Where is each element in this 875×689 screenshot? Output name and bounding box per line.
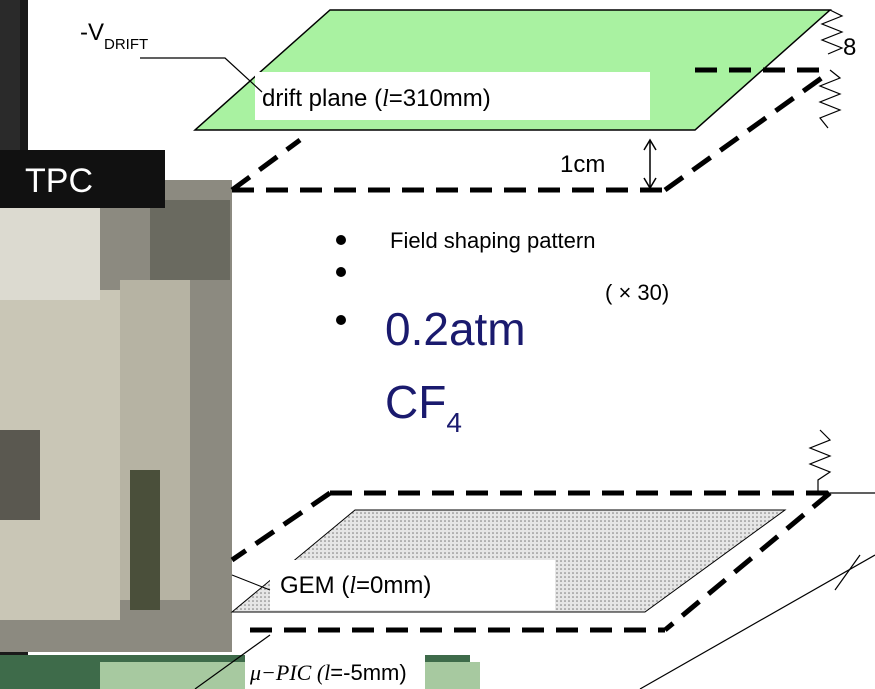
- text: -V: [80, 19, 104, 46]
- text: CF: [385, 376, 446, 428]
- bullet-text: Field shaping pattern: [390, 228, 595, 253]
- resistor-count: 8: [843, 34, 856, 61]
- bullet: [336, 267, 346, 277]
- diagram: TPC drift plane (l=310mm) -VDRIFT 8 1cm …: [0, 0, 875, 689]
- resistor: [810, 430, 830, 493]
- voltage-label: -VDRIFT: [80, 19, 148, 53]
- gap-label: 1cm: [560, 151, 605, 178]
- text: drift plane (: [262, 85, 382, 112]
- text: =-5mm): [330, 660, 406, 685]
- bullet: [336, 315, 346, 325]
- photo: [0, 180, 480, 689]
- text: DRIFT: [104, 36, 148, 53]
- upic-label: μ−PIC (l=-5mm): [249, 660, 407, 685]
- bullet-text: 0.2atm: [385, 303, 526, 355]
- resistor: [820, 70, 840, 128]
- text: μ−PIC (: [249, 660, 326, 685]
- text: 4: [446, 407, 462, 438]
- background: [0, 0, 20, 150]
- gas-label: CF4: [385, 376, 462, 438]
- gem-label: GEM (l=0mm): [280, 572, 431, 599]
- text: =0mm): [356, 572, 431, 599]
- drift-plane-label: drift plane (l=310mm): [262, 85, 491, 112]
- text: GEM (: [280, 572, 349, 599]
- text: =310mm): [389, 85, 491, 112]
- photo-label: TPC: [25, 162, 93, 200]
- leader: [232, 575, 270, 590]
- bullet: [336, 235, 346, 245]
- resistor: [822, 10, 842, 54]
- repeat-label: ( × 30): [605, 280, 669, 305]
